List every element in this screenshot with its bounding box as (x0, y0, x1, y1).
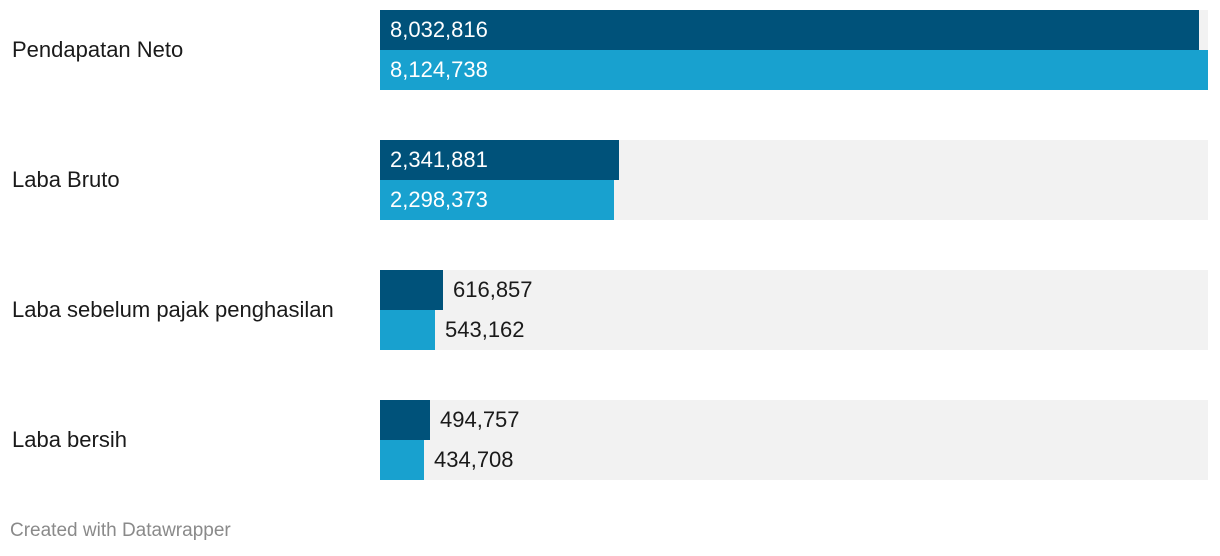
value-label: 434,708 (434, 447, 514, 472)
bar-series-2[interactable] (380, 310, 435, 350)
bar-series-1[interactable] (380, 10, 1199, 50)
bar-track (380, 400, 1208, 480)
value-label: 8,032,816 (390, 17, 488, 42)
bar-series-1[interactable] (380, 140, 619, 180)
bar-series-1[interactable] (380, 270, 443, 310)
category-label: Laba sebelum pajak penghasilan (12, 297, 334, 322)
category-label: Laba bersih (12, 427, 127, 452)
category-label: Pendapatan Neto (12, 37, 184, 62)
bar-row: Laba Bruto 2,341,881 2,298,373 (0, 140, 1220, 220)
bar-series-1[interactable] (380, 400, 430, 440)
bar-series-2[interactable] (380, 180, 614, 220)
value-label: 2,341,881 (390, 147, 488, 172)
bar-series-2[interactable] (380, 440, 424, 480)
bar-row: Laba sebelum pajak penghasilan 616,857 543… (0, 270, 1220, 350)
bar-row: Laba bersih 494,757 434,708 (0, 400, 1220, 480)
category-label: Laba Bruto (12, 167, 120, 192)
value-label: 616,857 (453, 277, 533, 302)
value-label: 494,757 (440, 407, 520, 432)
bar-series-2[interactable] (380, 50, 1208, 90)
bar-chart: Pendapatan Neto 8,032,816 8,124,738 Laba Br… (0, 10, 1220, 480)
datawrapper-credit[interactable]: Created with Datawrapper (10, 520, 231, 541)
value-label: 543,162 (445, 317, 525, 342)
value-label: 2,298,373 (390, 187, 488, 212)
bar-track (380, 270, 1208, 350)
bar-row: Pendapatan Neto 8,032,816 8,124,738 (0, 10, 1220, 90)
value-label: 8,124,738 (390, 57, 488, 82)
